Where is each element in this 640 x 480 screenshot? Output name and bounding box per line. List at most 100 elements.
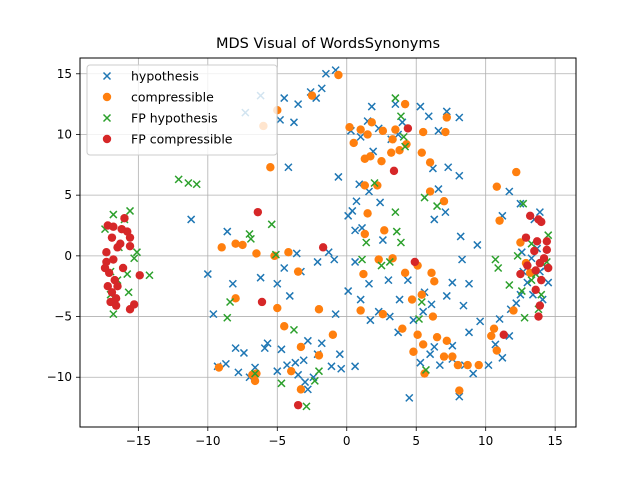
data-point	[400, 268, 410, 278]
data-point	[120, 214, 129, 223]
data-point	[435, 361, 444, 370]
data-point	[387, 148, 396, 157]
data-point	[246, 234, 255, 243]
data-point	[344, 287, 353, 296]
data-point	[542, 237, 552, 246]
data-point	[113, 281, 122, 291]
data-point	[314, 305, 324, 314]
data-point	[544, 263, 553, 273]
data-point	[378, 309, 388, 319]
data-point	[214, 363, 224, 372]
data-point	[296, 342, 306, 352]
data-point	[463, 360, 472, 370]
series-hypothesis	[187, 66, 553, 402]
data-point	[419, 307, 428, 316]
data-point	[351, 362, 360, 371]
data-point	[455, 171, 464, 180]
data-point	[266, 163, 275, 172]
y-tick-label: 10	[57, 127, 72, 141]
data-point	[439, 352, 449, 361]
data-point	[391, 100, 400, 109]
data-point	[458, 255, 467, 264]
data-point	[464, 328, 474, 337]
data-point	[539, 254, 549, 263]
series-fp-hypothesis	[100, 94, 553, 411]
data-point	[356, 132, 365, 141]
data-point	[448, 278, 457, 287]
y-tick-label: −5	[54, 310, 72, 324]
data-point	[469, 369, 478, 378]
data-point	[349, 138, 358, 148]
data-point	[442, 291, 451, 300]
data-point	[359, 269, 368, 279]
data-point	[226, 297, 235, 307]
data-point	[398, 324, 407, 333]
data-point	[303, 336, 312, 345]
plot-frame	[79, 57, 577, 428]
data-point	[487, 331, 496, 341]
data-point	[130, 254, 139, 263]
data-point	[174, 175, 183, 184]
data-point	[513, 251, 522, 260]
data-point	[434, 185, 443, 194]
data-point	[474, 360, 483, 370]
data-point	[314, 367, 323, 376]
x-tick-label: 10	[478, 434, 493, 448]
data-point	[231, 239, 240, 248]
legend-marker	[102, 113, 112, 123]
chart-title: MDS Visual of WordsSynonyms	[216, 36, 440, 52]
y-tick-label: 5	[64, 188, 72, 202]
data-point	[135, 271, 144, 280]
data-point	[301, 378, 310, 387]
data-point	[544, 278, 553, 287]
data-point	[495, 314, 504, 324]
data-point	[401, 142, 410, 151]
data-point	[535, 301, 545, 310]
data-point	[392, 227, 401, 236]
x-tick-label: −10	[195, 434, 220, 448]
data-point	[223, 313, 232, 322]
data-point	[273, 303, 282, 313]
data-point	[512, 299, 521, 308]
data-point	[291, 358, 300, 367]
data-point	[362, 238, 371, 247]
data-point	[109, 310, 118, 319]
data-point	[192, 180, 201, 189]
data-point	[277, 345, 286, 354]
data-point	[299, 356, 308, 365]
data-point	[442, 107, 451, 116]
data-point	[314, 351, 324, 360]
data-points	[100, 66, 553, 411]
data-point	[145, 271, 154, 280]
data-point	[492, 182, 502, 191]
data-point	[280, 322, 289, 331]
legend-marker	[102, 92, 112, 102]
data-point	[398, 118, 407, 127]
data-point	[335, 350, 344, 359]
data-point	[100, 263, 110, 273]
data-point	[363, 209, 372, 218]
data-point	[389, 166, 399, 176]
data-point	[125, 206, 135, 215]
data-point	[364, 279, 374, 288]
data-point	[334, 172, 343, 181]
data-point	[444, 163, 453, 172]
data-point	[399, 132, 408, 141]
data-point	[430, 342, 439, 351]
data-point	[516, 269, 525, 279]
data-point	[285, 291, 294, 300]
data-point	[456, 232, 465, 241]
data-point	[505, 187, 514, 196]
data-point	[310, 376, 319, 385]
data-point	[317, 339, 326, 348]
data-point	[531, 266, 540, 275]
data-point	[102, 248, 111, 257]
data-point	[318, 243, 328, 252]
data-point	[293, 267, 303, 276]
data-point	[489, 324, 499, 333]
data-point	[400, 99, 410, 109]
data-point	[351, 226, 360, 235]
data-point	[428, 312, 438, 321]
data-point	[370, 178, 379, 188]
